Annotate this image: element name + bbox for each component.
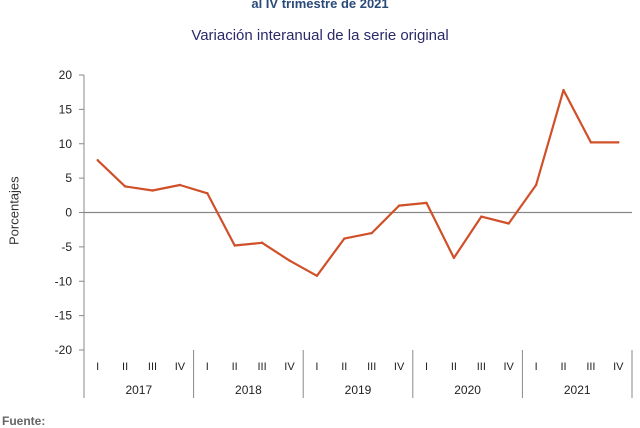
x-tick-label: I <box>96 361 99 373</box>
x-tick-label: I <box>425 361 428 373</box>
data-point <box>589 141 593 144</box>
chart-subtitle: Variación interanual de la serie origina… <box>191 27 449 44</box>
data-point <box>96 159 99 162</box>
data-point <box>233 244 236 247</box>
data-point <box>288 259 291 262</box>
x-tick-label: IV <box>503 361 514 373</box>
y-tick-label: 0 <box>65 206 72 220</box>
y-tick-label: 20 <box>59 68 73 82</box>
y-tick-label: -20 <box>55 343 73 357</box>
x-tick-label: II <box>451 361 457 373</box>
data-point <box>452 256 456 260</box>
x-tick-label: III <box>258 361 267 373</box>
chart-title-partial: al IV trimestre de 2021 <box>251 0 389 11</box>
data-point <box>507 222 510 225</box>
y-axis: 20 15 10 5 0 -5 -10 -15 -20 <box>55 68 632 357</box>
data-point <box>370 231 373 235</box>
data-point <box>151 189 154 192</box>
x-tick-label: II <box>560 361 566 373</box>
x-tick-label: I <box>535 361 538 373</box>
data-point <box>343 237 346 240</box>
data-point <box>534 183 538 187</box>
y-tick-label: -10 <box>55 274 73 288</box>
y-tick-label: 5 <box>65 171 72 185</box>
data-point <box>397 204 401 207</box>
x-tick-label: III <box>367 361 376 373</box>
year-label: 2017 <box>125 383 152 397</box>
data-point <box>480 215 483 218</box>
y-tick-label: -5 <box>61 240 72 254</box>
x-tick-label: II <box>122 361 128 373</box>
data-point <box>178 183 182 187</box>
x-tick-label: III <box>477 361 486 373</box>
x-tick-label: IV <box>613 361 624 373</box>
x-tick-label: I <box>315 361 318 373</box>
data-point <box>206 192 209 195</box>
data-point <box>315 274 319 277</box>
x-tick-label: III <box>148 361 157 373</box>
y-tick-label: -15 <box>55 309 73 323</box>
series-line-path <box>96 88 619 277</box>
series-line <box>96 88 620 277</box>
data-point <box>123 185 127 188</box>
x-tick-label: IV <box>394 361 405 373</box>
y-tick-label: 10 <box>59 137 73 151</box>
year-label: 2018 <box>235 383 262 397</box>
x-tick-label: III <box>586 361 595 373</box>
x-tick-label: IV <box>175 361 186 373</box>
x-tick-label: IV <box>284 361 295 373</box>
year-label: 2020 <box>454 383 481 397</box>
data-point <box>562 88 565 92</box>
x-tick-label: II <box>232 361 238 373</box>
year-label: 2021 <box>564 383 591 397</box>
source-label: Fuente: <box>2 414 46 428</box>
x-tick-label: I <box>206 361 209 373</box>
x-tick-label: II <box>341 361 347 373</box>
y-tick-label: 15 <box>59 102 73 116</box>
data-point <box>260 241 264 244</box>
data-point <box>425 201 428 205</box>
data-point <box>617 141 620 144</box>
year-label: 2019 <box>345 383 372 397</box>
x-axis: I II III IV I II III IV I II III IV I II III IV I II III IV… <box>83 350 633 398</box>
